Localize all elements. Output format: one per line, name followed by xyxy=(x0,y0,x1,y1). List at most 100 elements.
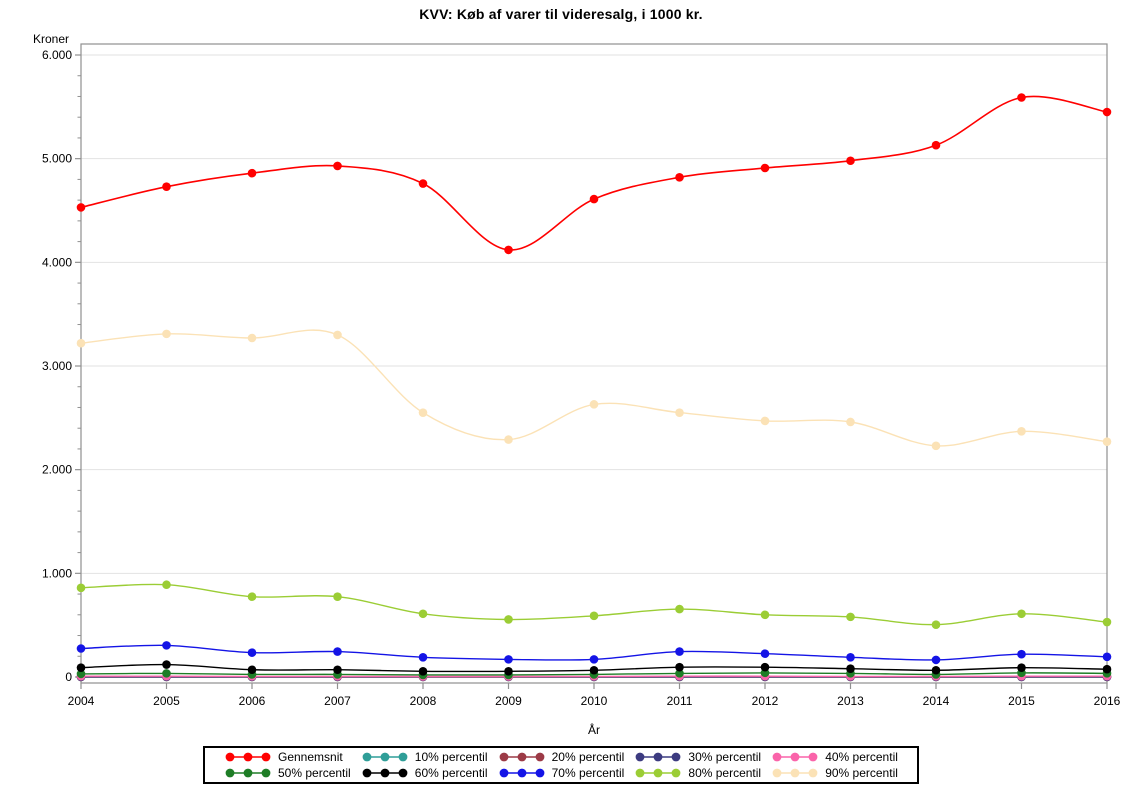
legend-item-label: 80% percentil xyxy=(688,766,762,780)
legend-marker-icon xyxy=(362,752,408,762)
legend-marker-dot xyxy=(243,752,253,762)
series-marker xyxy=(589,665,599,675)
legend-marker-icon xyxy=(499,752,544,762)
legend-marker-dot xyxy=(772,768,782,778)
series-marker xyxy=(931,140,941,150)
y-tick-label: 3.000 xyxy=(42,359,72,373)
chart-title: KVV: Køb af varer til videresalg, i 1000… xyxy=(419,6,703,22)
series-marker xyxy=(504,655,513,664)
legend-item: 60% percentil xyxy=(362,767,499,779)
y-tick-label: 5.000 xyxy=(42,152,72,166)
legend-marker-dot xyxy=(653,768,663,778)
series-marker xyxy=(846,417,855,427)
legend-marker-dot xyxy=(398,752,408,762)
x-tick-label: 2004 xyxy=(68,694,95,708)
legend-marker-dot xyxy=(362,752,372,762)
series-marker xyxy=(1017,663,1026,672)
series-marker xyxy=(589,194,599,204)
series-marker xyxy=(76,644,86,653)
series-marker xyxy=(418,609,428,619)
series-marker xyxy=(1017,427,1026,436)
legend-item-label: 70% percentil xyxy=(551,766,625,780)
legend-item: 30% percentil xyxy=(635,751,772,763)
series-marker xyxy=(504,666,513,676)
x-tick-label: 2011 xyxy=(667,694,693,708)
series-marker xyxy=(504,435,513,444)
plot-frame xyxy=(80,43,1108,684)
series-marker xyxy=(162,182,171,191)
legend-item: 10% percentil xyxy=(362,751,499,763)
y-tick-label: 1.000 xyxy=(42,566,72,580)
series-marker xyxy=(333,330,342,340)
legend-marker-dot xyxy=(671,752,681,762)
legend-marker-dot xyxy=(517,752,526,762)
series-marker xyxy=(931,655,941,665)
series-marker xyxy=(247,168,257,178)
legend-marker-dot xyxy=(225,768,235,778)
x-tick-label: 2010 xyxy=(581,694,608,708)
legend-marker-dot xyxy=(808,768,818,778)
legend-marker-dot xyxy=(243,768,253,778)
legend-marker-dot xyxy=(790,768,800,778)
legend-marker-dot xyxy=(535,752,544,762)
legend-marker-dot xyxy=(362,768,372,778)
x-tick-label: 2012 xyxy=(752,694,779,708)
legend-marker-dot xyxy=(535,768,544,778)
y-tick-label: 2.000 xyxy=(42,463,72,477)
x-tick-label: 2014 xyxy=(923,694,950,708)
legend-item-label: 10% percentil xyxy=(414,750,488,764)
series-marker xyxy=(931,665,941,675)
legend-marker-icon xyxy=(225,768,271,778)
legend-marker-icon xyxy=(635,752,681,762)
series-marker xyxy=(760,662,770,672)
legend-item-label: 90% percentil xyxy=(825,766,898,780)
series-marker xyxy=(760,649,770,658)
series-marker xyxy=(76,583,86,593)
x-tick-label: 2013 xyxy=(837,694,864,708)
y-tick-label: 0 xyxy=(65,670,72,684)
legend-item-label: 50% percentil xyxy=(278,766,351,780)
series-marker xyxy=(418,408,428,417)
legend-marker-dot xyxy=(380,768,390,778)
legend-marker-dot xyxy=(261,752,271,762)
series-marker xyxy=(1102,617,1112,627)
series-marker xyxy=(76,669,86,679)
series-marker xyxy=(675,173,684,182)
legend: Gennemsnit 10% percentil 20% percentil 30% … xyxy=(203,746,919,784)
series-line xyxy=(80,329,1108,447)
y-tick-label: 6.000 xyxy=(42,48,72,62)
legend-marker-dot xyxy=(790,752,800,762)
legend-marker-dot xyxy=(499,768,508,778)
series-marker xyxy=(846,156,855,166)
legend-item-label: 30% percentil xyxy=(688,750,762,764)
legend-item-label: 60% percentil xyxy=(414,766,488,780)
series-marker xyxy=(1102,652,1112,662)
legend-marker-dot xyxy=(380,752,390,762)
series-marker xyxy=(760,610,770,620)
series-marker xyxy=(504,245,513,255)
series-marker xyxy=(846,653,855,662)
legend-item-label: Gennemsnit xyxy=(278,750,343,764)
x-axis-label: År xyxy=(588,722,600,737)
series-marker xyxy=(1017,93,1026,102)
series-marker xyxy=(760,163,770,173)
series-marker xyxy=(162,329,171,339)
x-tick-label: 2006 xyxy=(239,694,266,708)
legend-item: 50% percentil xyxy=(225,767,362,779)
series-marker xyxy=(1102,664,1112,674)
x-tick-label: 2016 xyxy=(1094,694,1121,708)
series-marker xyxy=(333,592,342,601)
series-marker xyxy=(931,441,941,451)
series-marker xyxy=(76,203,86,212)
series-marker xyxy=(333,161,342,171)
legend-marker-icon xyxy=(772,768,818,778)
series-marker xyxy=(589,611,599,621)
series-marker xyxy=(675,604,684,614)
legend-marker-dot xyxy=(808,752,818,762)
x-tick-label: 2008 xyxy=(410,694,437,708)
series-marker xyxy=(162,660,171,669)
y-tick-label: 4.000 xyxy=(42,255,72,269)
legend-item-label: 40% percentil xyxy=(825,750,898,764)
x-tick-label: 2015 xyxy=(1008,694,1035,708)
